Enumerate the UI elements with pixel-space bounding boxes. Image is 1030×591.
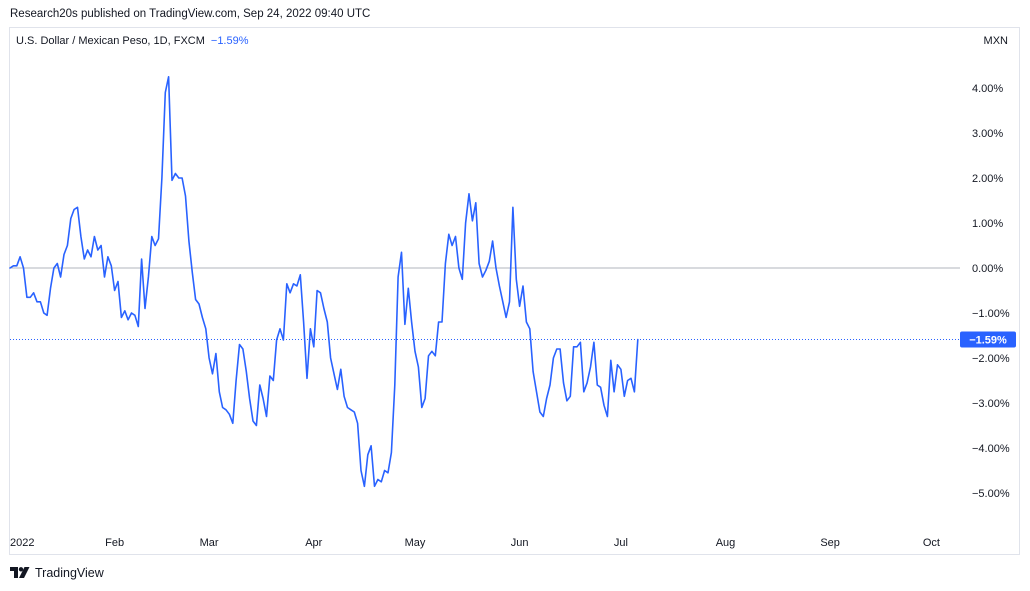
publish-info: Research20s published on TradingView.com…	[10, 8, 371, 20]
y-tick-label: −3.00%	[972, 398, 1010, 410]
x-tick-label: Oct	[923, 537, 940, 549]
y-tick-label: −4.00%	[972, 443, 1010, 455]
y-tick-label: 0.00%	[972, 263, 1003, 275]
y-tick-label: −5.00%	[972, 488, 1010, 500]
last-value-label: −1.59%	[969, 335, 1007, 347]
y-tick-label: −2.00%	[972, 353, 1010, 365]
chart-frame[interactable]	[9, 27, 1020, 555]
y-tick-label: 4.00%	[972, 83, 1003, 95]
x-tick-label: 2022	[10, 537, 34, 549]
x-tick-label: Apr	[305, 537, 322, 549]
y-tick-label: 3.00%	[972, 128, 1003, 140]
x-tick-label: Aug	[716, 537, 736, 549]
x-tick-label: Sep	[820, 537, 840, 549]
tradingview-branding[interactable]: TradingView	[10, 566, 104, 580]
x-tick-label: Feb	[105, 537, 124, 549]
x-tick-label: May	[405, 537, 426, 549]
tradingview-name: TradingView	[35, 566, 104, 580]
chart-legend: U.S. Dollar / Mexican Peso, 1D, FXCM −1.…	[16, 35, 249, 47]
legend-change: −1.59%	[210, 35, 249, 47]
y-tick-label: 1.00%	[972, 218, 1003, 230]
last-value-badge	[960, 331, 1016, 348]
x-tick-label: Jul	[614, 537, 628, 549]
x-tick-label: Mar	[200, 537, 219, 549]
tradingview-logo-icon	[10, 567, 30, 578]
price-series-line	[9, 76, 639, 488]
y-tick-label: −1.00%	[972, 308, 1010, 320]
y-tick-label: 2.00%	[972, 173, 1003, 185]
legend-symbol: U.S. Dollar / Mexican Peso, 1D, FXCM	[16, 35, 205, 47]
x-tick-label: Jun	[511, 537, 529, 549]
currency-label: MXN	[983, 35, 1008, 47]
